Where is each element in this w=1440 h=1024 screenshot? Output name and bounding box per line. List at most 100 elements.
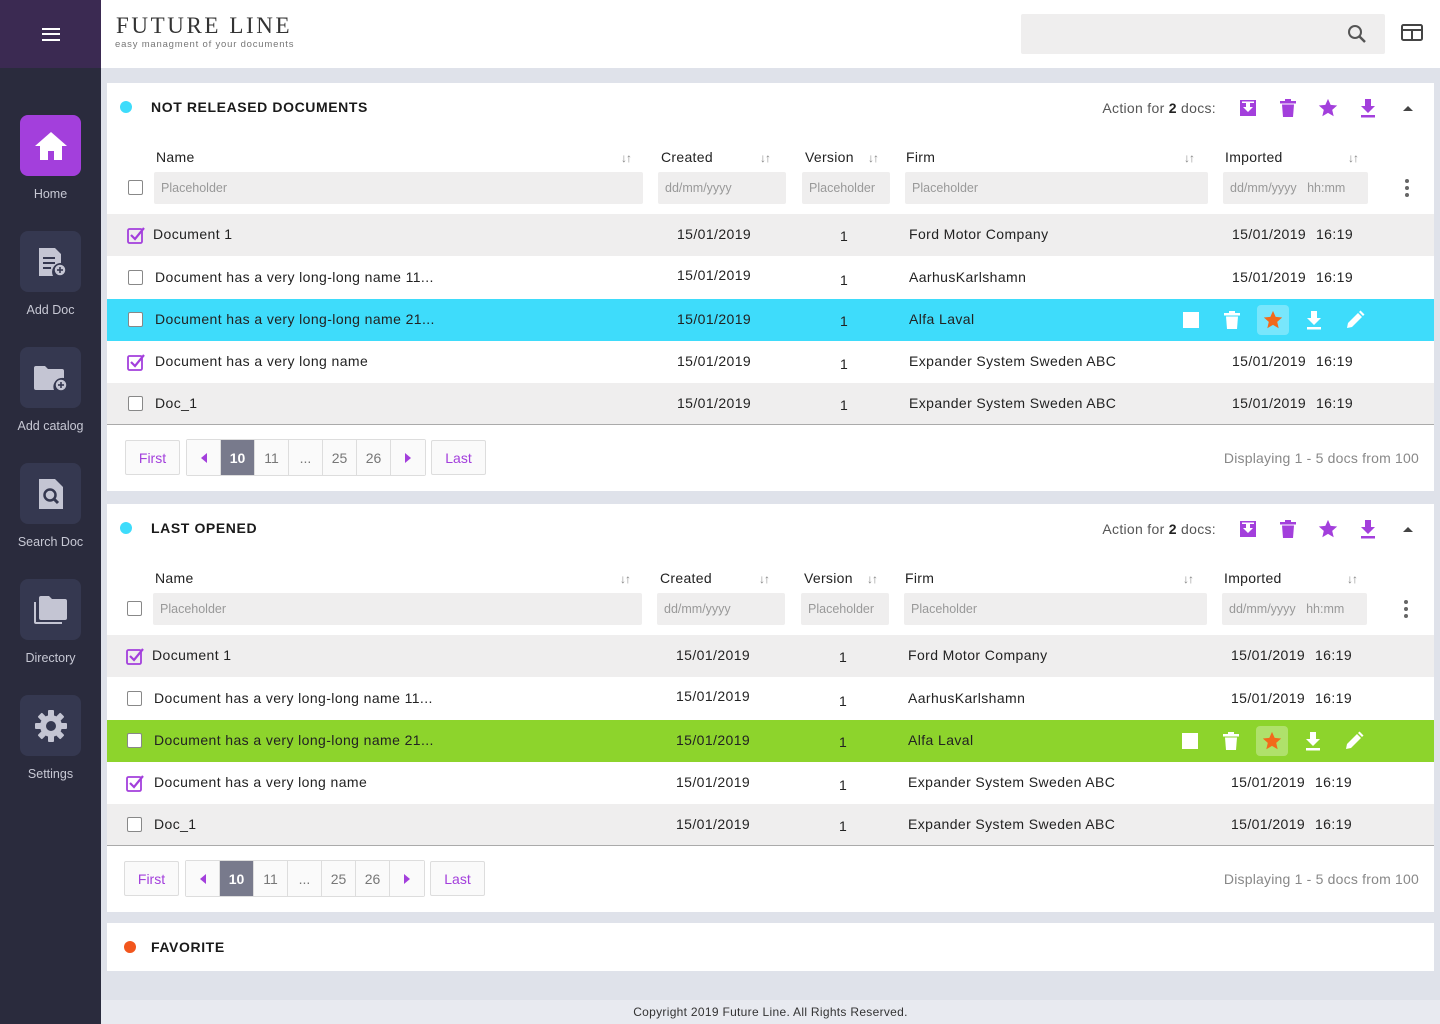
nav-item-home[interactable]: Home xyxy=(0,115,101,201)
table-row[interactable]: Document has a very long-long name 21...… xyxy=(107,720,1434,762)
page-button[interactable]: 26 xyxy=(356,861,390,896)
nav-item-directory[interactable]: Directory xyxy=(0,579,101,665)
firm-filter-input[interactable] xyxy=(905,172,1208,204)
first-page-button[interactable]: First xyxy=(125,440,180,475)
created-filter-input[interactable] xyxy=(657,593,785,625)
edit-icon[interactable] xyxy=(1339,305,1371,335)
search-icon[interactable] xyxy=(1347,24,1367,44)
select-all-checkbox[interactable] xyxy=(128,180,143,195)
doc-name[interactable]: Document has a very long-long name 11... xyxy=(154,690,433,706)
table-row[interactable]: Document has a very long-long name 11...… xyxy=(107,678,1434,720)
nav-item-settings[interactable]: Settings xyxy=(0,695,101,781)
name-filter-input[interactable] xyxy=(154,172,643,204)
archive-icon[interactable] xyxy=(1236,96,1260,120)
download-icon[interactable] xyxy=(1298,305,1330,335)
sort-version-icon[interactable]: ↓↑ xyxy=(867,572,878,586)
version-filter-input[interactable] xyxy=(802,172,890,204)
page-button[interactable]: 26 xyxy=(357,440,391,475)
prev-page-icon[interactable] xyxy=(187,440,221,475)
checked-checkbox[interactable] xyxy=(126,774,144,792)
trash-icon[interactable] xyxy=(1215,726,1247,756)
page-button[interactable]: 25 xyxy=(323,440,357,475)
doc-name[interactable]: Document has a very long-long name 21... xyxy=(154,732,434,748)
archive-icon[interactable] xyxy=(1175,305,1207,335)
sort-created-icon[interactable]: ↓↑ xyxy=(760,151,771,165)
nav-item-add-catalog[interactable]: Add catalog xyxy=(0,347,101,433)
search-bar[interactable] xyxy=(1021,14,1385,54)
sort-firm-icon[interactable]: ↓↑ xyxy=(1183,572,1194,586)
star-icon[interactable] xyxy=(1316,517,1340,541)
search-input[interactable] xyxy=(1031,22,1331,46)
download-icon[interactable] xyxy=(1297,726,1329,756)
trash-icon[interactable] xyxy=(1276,96,1300,120)
star-icon[interactable] xyxy=(1316,96,1340,120)
doc-name[interactable]: Document has a very long-long name 11... xyxy=(155,269,434,285)
table-row[interactable]: Document has a very long name 15/01/2019… xyxy=(107,762,1434,804)
first-page-button[interactable]: First xyxy=(124,861,179,896)
checked-checkbox[interactable] xyxy=(126,647,144,665)
hamburger-icon[interactable] xyxy=(41,27,60,41)
next-page-icon[interactable] xyxy=(391,440,425,475)
table-row[interactable]: Document has a very long name 15/01/2019… xyxy=(107,341,1434,383)
last-page-button[interactable]: Last xyxy=(430,861,485,896)
version-filter-input[interactable] xyxy=(801,593,889,625)
sort-imported-icon[interactable]: ↓↑ xyxy=(1347,572,1358,586)
select-all-checkbox[interactable] xyxy=(127,601,142,616)
download-icon[interactable] xyxy=(1356,96,1380,120)
table-row[interactable]: Doc_1 15/01/2019 1 Expander System Swede… xyxy=(107,383,1434,424)
trash-icon[interactable] xyxy=(1276,517,1300,541)
more-vert-icon[interactable] xyxy=(1403,179,1411,197)
checked-checkbox[interactable] xyxy=(127,226,145,244)
layout-window-icon[interactable] xyxy=(1401,23,1423,43)
checked-checkbox[interactable] xyxy=(127,353,145,371)
next-page-icon[interactable] xyxy=(390,861,424,896)
chevron-up-icon[interactable] xyxy=(1396,517,1420,541)
doc-name[interactable]: Document 1 xyxy=(152,647,232,663)
doc-name[interactable]: Document has a very long name xyxy=(155,353,369,369)
archive-icon[interactable] xyxy=(1174,726,1206,756)
edit-icon[interactable] xyxy=(1338,726,1370,756)
table-row[interactable]: Doc_1 15/01/2019 1 Expander System Swede… xyxy=(107,804,1434,845)
doc-name[interactable]: Document has a very long-long name 21... xyxy=(155,311,435,327)
trash-icon[interactable] xyxy=(1216,305,1248,335)
chevron-up-icon[interactable] xyxy=(1396,96,1420,120)
firm-filter-input[interactable] xyxy=(904,593,1207,625)
prev-page-icon[interactable] xyxy=(186,861,220,896)
download-icon[interactable] xyxy=(1356,517,1380,541)
name-filter-input[interactable] xyxy=(153,593,642,625)
more-vert-icon[interactable] xyxy=(1402,600,1410,618)
doc-name[interactable]: Doc_1 xyxy=(155,395,198,411)
row-checkbox[interactable] xyxy=(128,270,143,285)
nav-item-add-doc[interactable]: Add Doc xyxy=(0,231,101,317)
created-filter-input[interactable] xyxy=(658,172,786,204)
sort-imported-icon[interactable]: ↓↑ xyxy=(1348,151,1359,165)
nav-item-search-doc[interactable]: Search Doc xyxy=(0,463,101,549)
sort-firm-icon[interactable]: ↓↑ xyxy=(1184,151,1195,165)
doc-name[interactable]: Doc_1 xyxy=(154,816,197,832)
sort-name-icon[interactable]: ↓↑ xyxy=(620,572,631,586)
star-icon[interactable] xyxy=(1257,305,1289,335)
imported-filter-input[interactable] xyxy=(1223,172,1368,204)
row-checkbox[interactable] xyxy=(128,396,143,411)
last-page-button[interactable]: Last xyxy=(431,440,486,475)
row-checkbox[interactable] xyxy=(128,312,143,327)
table-row[interactable]: Document 1 15/01/2019 1 Ford Motor Compa… xyxy=(107,635,1434,677)
archive-icon[interactable] xyxy=(1236,517,1260,541)
page-button[interactable]: ... xyxy=(288,861,322,896)
page-button[interactable]: ... xyxy=(289,440,323,475)
imported-filter-input[interactable] xyxy=(1222,593,1367,625)
sort-created-icon[interactable]: ↓↑ xyxy=(759,572,770,586)
page-button[interactable]: 10 xyxy=(220,861,254,896)
page-button[interactable]: 10 xyxy=(221,440,255,475)
sort-name-icon[interactable]: ↓↑ xyxy=(621,151,632,165)
panel-title[interactable]: FAVORITE xyxy=(151,939,225,955)
table-row[interactable]: Document has a very long-long name 11...… xyxy=(107,257,1434,299)
table-row[interactable]: Document 1 15/01/2019 1 Ford Motor Compa… xyxy=(107,214,1434,256)
page-button[interactable]: 25 xyxy=(322,861,356,896)
row-checkbox[interactable] xyxy=(127,733,142,748)
doc-name[interactable]: Document has a very long name xyxy=(154,774,368,790)
row-checkbox[interactable] xyxy=(127,817,142,832)
sort-version-icon[interactable]: ↓↑ xyxy=(868,151,879,165)
row-checkbox[interactable] xyxy=(127,691,142,706)
star-icon[interactable] xyxy=(1256,726,1288,756)
